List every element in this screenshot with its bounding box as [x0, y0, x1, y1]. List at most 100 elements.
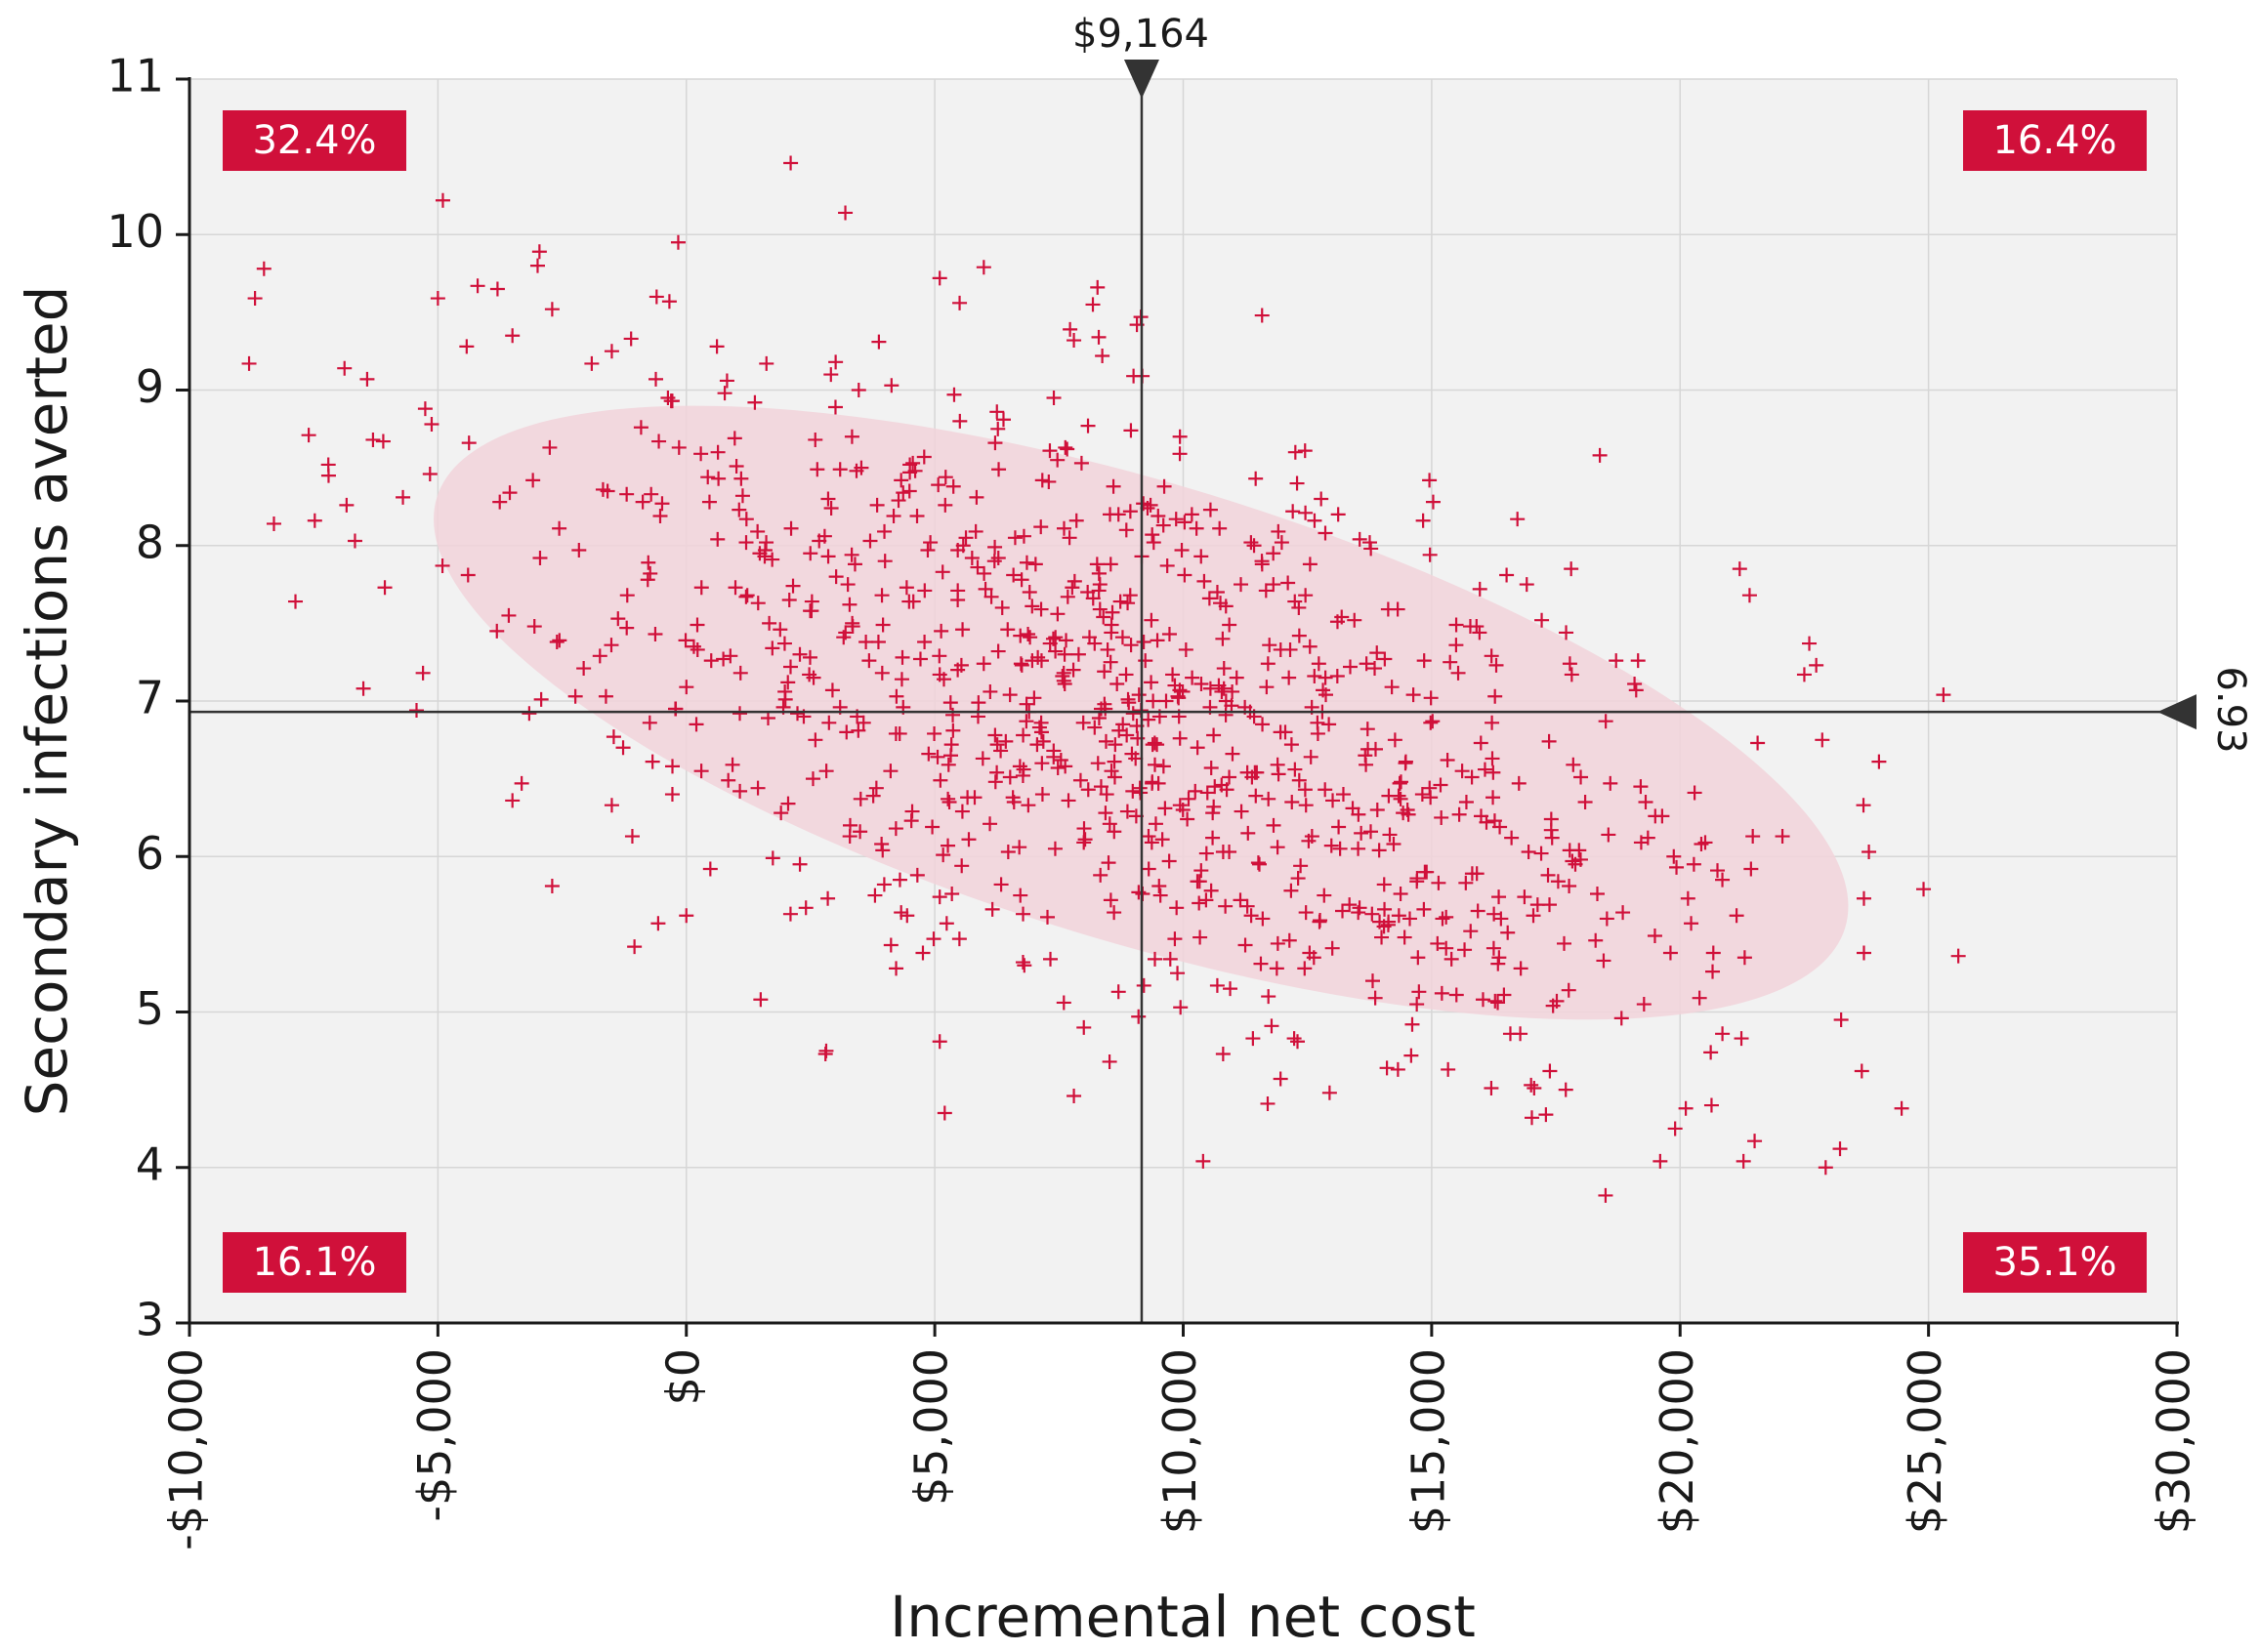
data-point	[1448, 987, 1464, 1003]
data-point	[823, 367, 839, 383]
data-point	[1745, 829, 1761, 845]
data-point	[1291, 628, 1307, 643]
data-point	[337, 360, 353, 376]
data-point	[978, 581, 993, 597]
data-point	[1058, 439, 1073, 455]
data-point	[1085, 297, 1101, 312]
data-point	[759, 355, 774, 371]
data-point	[945, 478, 961, 494]
quadrant-label-bottom-left: 16.1%	[252, 1240, 376, 1285]
data-point	[1393, 791, 1408, 806]
data-point	[256, 261, 272, 276]
data-point	[1102, 1053, 1117, 1069]
data-point	[827, 399, 843, 415]
data-point	[1818, 1160, 1833, 1176]
data-point	[917, 583, 933, 599]
data-point	[1174, 543, 1190, 558]
data-point	[1253, 956, 1269, 971]
data-point	[717, 386, 732, 401]
data-point	[1283, 883, 1299, 898]
data-point	[644, 486, 659, 502]
data-point	[936, 847, 951, 863]
data-point	[920, 543, 936, 558]
data-point	[1303, 749, 1318, 764]
y-tick-labels: 3 4 5 6 7 8 9 10 11	[106, 50, 164, 1346]
data-point	[1066, 662, 1081, 678]
data-point	[1802, 636, 1818, 651]
data-point	[1035, 733, 1051, 749]
data-point	[1065, 580, 1080, 596]
data-point	[1262, 638, 1277, 653]
data-point	[1633, 779, 1649, 795]
data-point	[1475, 992, 1490, 1008]
data-point	[1050, 452, 1066, 468]
data-point	[1254, 557, 1270, 572]
data-point	[1287, 762, 1303, 777]
data-point	[1148, 951, 1162, 967]
data-point	[877, 523, 893, 539]
data-point	[1077, 832, 1093, 847]
x-tick-label: $0	[656, 1348, 709, 1406]
quadrant-badge-bottom-left: 16.1%	[223, 1232, 406, 1293]
data-point	[937, 1105, 952, 1121]
data-point	[942, 695, 958, 711]
data-point	[375, 434, 391, 449]
data-point	[1025, 599, 1040, 614]
data-point	[1215, 1047, 1231, 1061]
data-point	[1033, 601, 1049, 617]
data-point	[820, 491, 836, 507]
data-point	[1628, 682, 1644, 698]
data-point	[1936, 687, 1951, 703]
data-point	[1562, 843, 1577, 858]
data-point	[1314, 491, 1329, 507]
data-point	[1540, 867, 1556, 883]
data-point	[288, 594, 304, 609]
data-point	[709, 339, 725, 354]
data-point	[1511, 775, 1527, 791]
data-point	[1352, 531, 1367, 547]
data-point	[1382, 827, 1398, 843]
data-point	[901, 483, 917, 499]
data-point	[652, 508, 668, 523]
data-point	[1448, 638, 1464, 653]
data-point	[1097, 664, 1112, 680]
data-point	[1332, 841, 1348, 856]
data-point	[1119, 804, 1135, 819]
data-point	[1416, 653, 1432, 669]
data-point	[968, 523, 983, 539]
quadrant-badge-top-right: 16.4%	[1963, 110, 2147, 171]
data-point	[1732, 561, 1747, 577]
data-point	[505, 328, 521, 344]
data-point	[967, 790, 983, 805]
data-point	[1222, 617, 1237, 633]
data-point	[1162, 951, 1178, 967]
data-point	[1013, 628, 1028, 643]
data-point	[1118, 522, 1134, 538]
data-point	[1050, 760, 1066, 775]
data-point	[1152, 888, 1168, 903]
data-point	[1524, 1077, 1539, 1093]
data-point	[1510, 512, 1526, 527]
data-point	[1680, 890, 1695, 906]
data-point	[1323, 838, 1339, 853]
data-point	[1404, 1016, 1420, 1032]
data-point	[1705, 945, 1721, 961]
data-point	[734, 488, 750, 504]
data-point	[1000, 844, 1016, 859]
data-point	[923, 535, 939, 551]
data-point	[1281, 932, 1297, 948]
data-point	[1856, 798, 1871, 813]
data-point	[700, 470, 716, 485]
data-point	[365, 432, 381, 447]
data-point	[1151, 879, 1167, 894]
data-point	[598, 688, 613, 704]
data-point	[1307, 669, 1322, 684]
data-point	[678, 633, 693, 648]
data-point	[1304, 829, 1319, 845]
data-point	[571, 543, 587, 558]
data-point	[1085, 591, 1101, 606]
data-point	[874, 665, 890, 681]
data-point	[1274, 535, 1289, 551]
data-point	[875, 843, 891, 858]
data-point	[679, 908, 694, 924]
